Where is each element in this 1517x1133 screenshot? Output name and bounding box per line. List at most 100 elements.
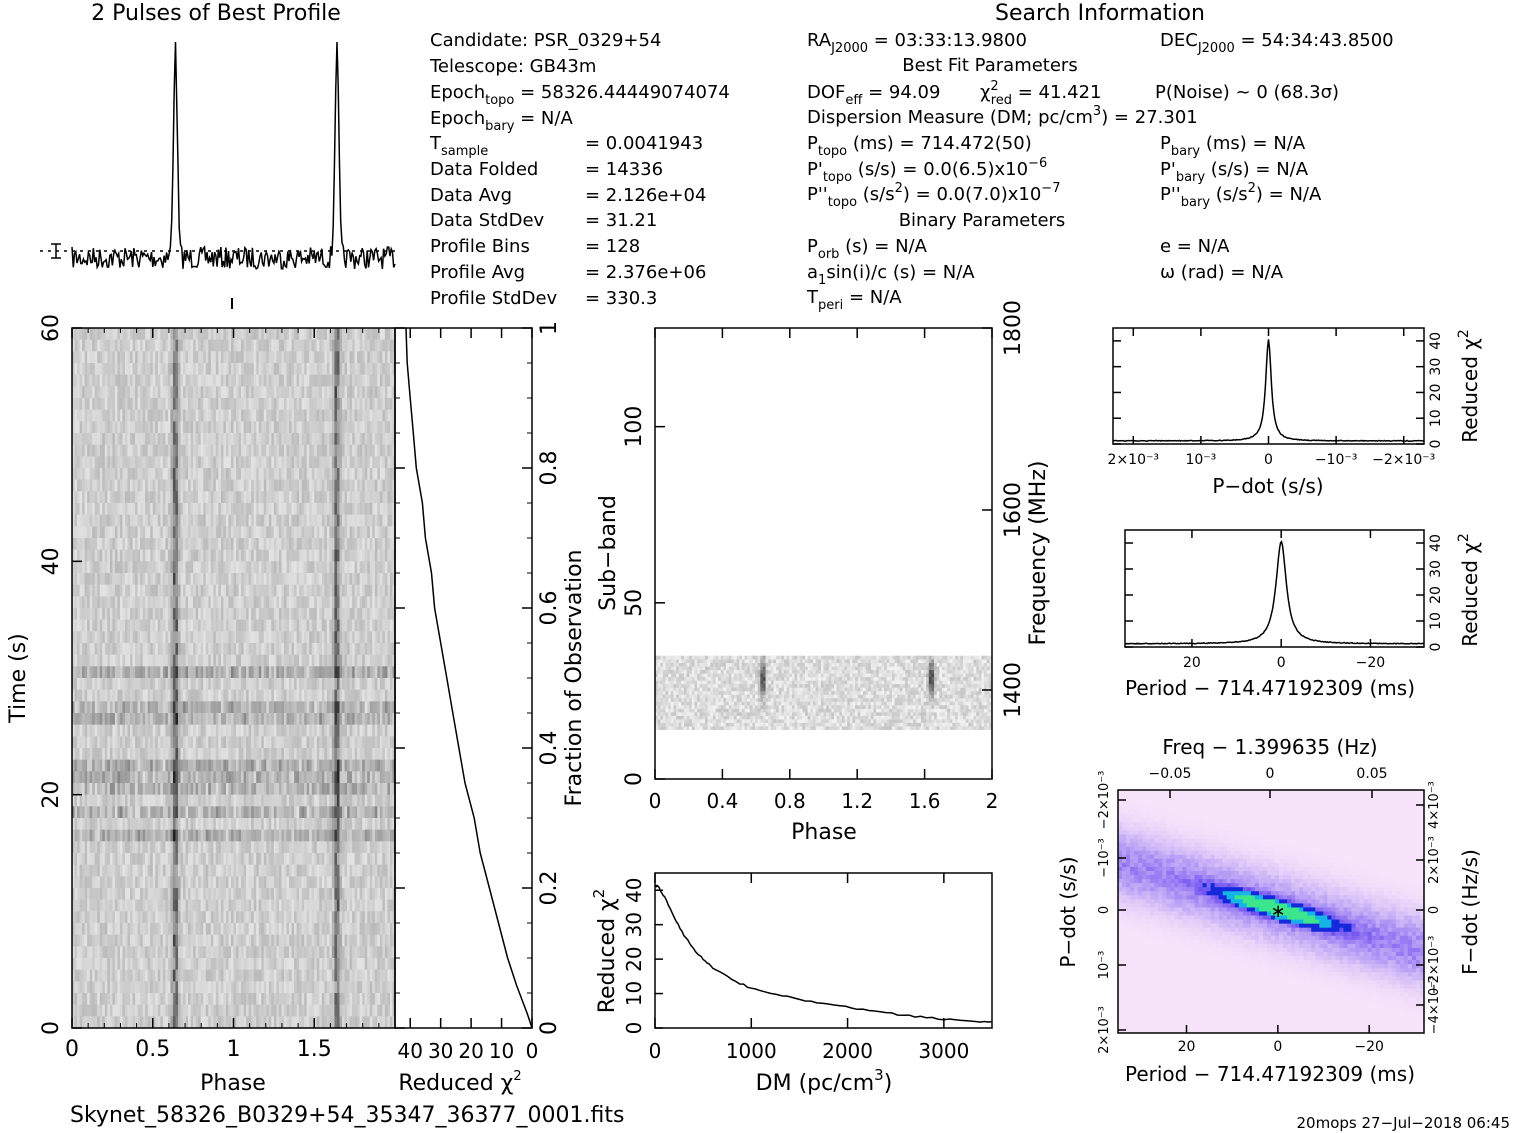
time-phase-cell (367, 538, 371, 550)
time-phase-cell (132, 456, 136, 469)
time-phase-cell (210, 328, 214, 340)
telescope-line: Telescope: GB43m (429, 56, 596, 77)
time-phase-cell (324, 433, 328, 445)
time-phase-cell (132, 573, 136, 585)
time-phase-cell (135, 374, 138, 387)
time-phase-cell (311, 608, 315, 620)
time-phase-cell (233, 479, 237, 492)
time-phase-cell (190, 678, 194, 690)
time-phase-cell (190, 748, 194, 760)
time-phase-cell (379, 724, 383, 737)
time-phase-cell (342, 339, 345, 352)
time-phase-cell (367, 561, 371, 574)
time-phase-cell (377, 584, 381, 597)
time-phase-cell (87, 409, 90, 422)
time-phase-cell (142, 409, 146, 422)
time-phase-cell (347, 444, 350, 457)
time-phase-cell (87, 444, 90, 457)
time-phase-cell (175, 398, 179, 410)
time-phase-cell (316, 398, 320, 410)
time-phase-cell (127, 409, 131, 422)
time-phase-cell (359, 538, 363, 550)
time-phase-cell (256, 503, 260, 515)
time-phase-cell (210, 339, 214, 352)
time-phase-cell (157, 701, 161, 714)
time-phase-cell (379, 701, 383, 714)
time-phase-cell (304, 619, 307, 632)
time-phase-cell (97, 468, 101, 480)
time-phase-cell (283, 549, 287, 562)
time-phase-cell (180, 433, 184, 445)
time-phase-cell (301, 643, 305, 655)
time-phase-cell (165, 491, 169, 504)
time-phase-cell (135, 514, 138, 527)
time-phase-cell (271, 619, 275, 632)
time-phase-cell (147, 328, 151, 340)
time-phase-cell (167, 409, 171, 422)
time-phase-cell (160, 328, 164, 340)
time-phase-cell (301, 363, 305, 375)
time-phase-cell (92, 456, 96, 469)
time-phase-cell (79, 444, 83, 457)
time-phase-cell (198, 386, 201, 399)
time-phase-cell (180, 444, 184, 457)
time-phase-cell (362, 631, 366, 644)
time-phase-cell (92, 748, 96, 760)
time-phase-cell (306, 573, 310, 585)
time-phase-cell (299, 584, 302, 597)
time-phase-cell (311, 748, 315, 760)
time-phase-cell (230, 724, 234, 737)
time-phase-cell (99, 608, 103, 620)
time-phase-cell (311, 654, 315, 667)
time-phase-cell (140, 596, 143, 609)
time-phase-cell (243, 433, 247, 445)
time-phase-cell (273, 514, 277, 527)
time-phase-cell (84, 608, 88, 620)
time-phase-cell (150, 514, 154, 527)
time-phase-cell (268, 666, 272, 679)
time-phase-cell (112, 433, 116, 445)
time-phase-cell (225, 619, 229, 632)
time-phase-cell (135, 409, 138, 422)
time-phase-cell (89, 479, 93, 492)
time-phase-cell (379, 409, 383, 422)
time-phase-cell (72, 748, 75, 760)
time-phase-cell (155, 514, 159, 527)
time-phase-cell (243, 736, 247, 749)
time-phase-cell (142, 678, 146, 690)
time-phase-cell (89, 713, 93, 725)
time-phase-cell (286, 619, 290, 632)
time-phase-cell (193, 538, 196, 550)
time-phase-cell (238, 643, 242, 655)
time-phase-cell (387, 491, 391, 504)
time-phase-cell (72, 701, 75, 714)
time-phase-cell (372, 398, 376, 410)
time-phase-cell (347, 619, 350, 632)
time-phase-cell (97, 491, 101, 504)
time-phase-cell (369, 398, 373, 410)
time-phase-cell (374, 491, 378, 504)
time-phase-cell (117, 374, 121, 387)
time-phase-cell (321, 374, 325, 387)
time-phase-cell (357, 654, 360, 667)
time-phase-cell (72, 433, 75, 445)
time-phase-cell (387, 468, 391, 480)
time-phase-cell (377, 678, 381, 690)
time-phase-cell (352, 444, 355, 457)
time-phase-cell (392, 409, 396, 422)
time-phase-cell (104, 526, 108, 539)
time-phase-cell (311, 339, 315, 352)
time-phase-cell (243, 666, 247, 679)
time-phase-cell (374, 736, 378, 749)
time-phase-cell (117, 538, 121, 550)
time-phase-cell (74, 748, 78, 760)
time-phase-cell (82, 538, 85, 550)
time-phase-cell (289, 689, 292, 702)
time-phase-cell (258, 619, 262, 632)
time-phase-cell (294, 538, 297, 550)
time-phase-cell (389, 549, 393, 562)
time-phase-cell (145, 584, 148, 597)
time-phase-cell (253, 666, 257, 679)
time-phase-cell (210, 538, 214, 550)
time-phase-cell (364, 736, 368, 749)
